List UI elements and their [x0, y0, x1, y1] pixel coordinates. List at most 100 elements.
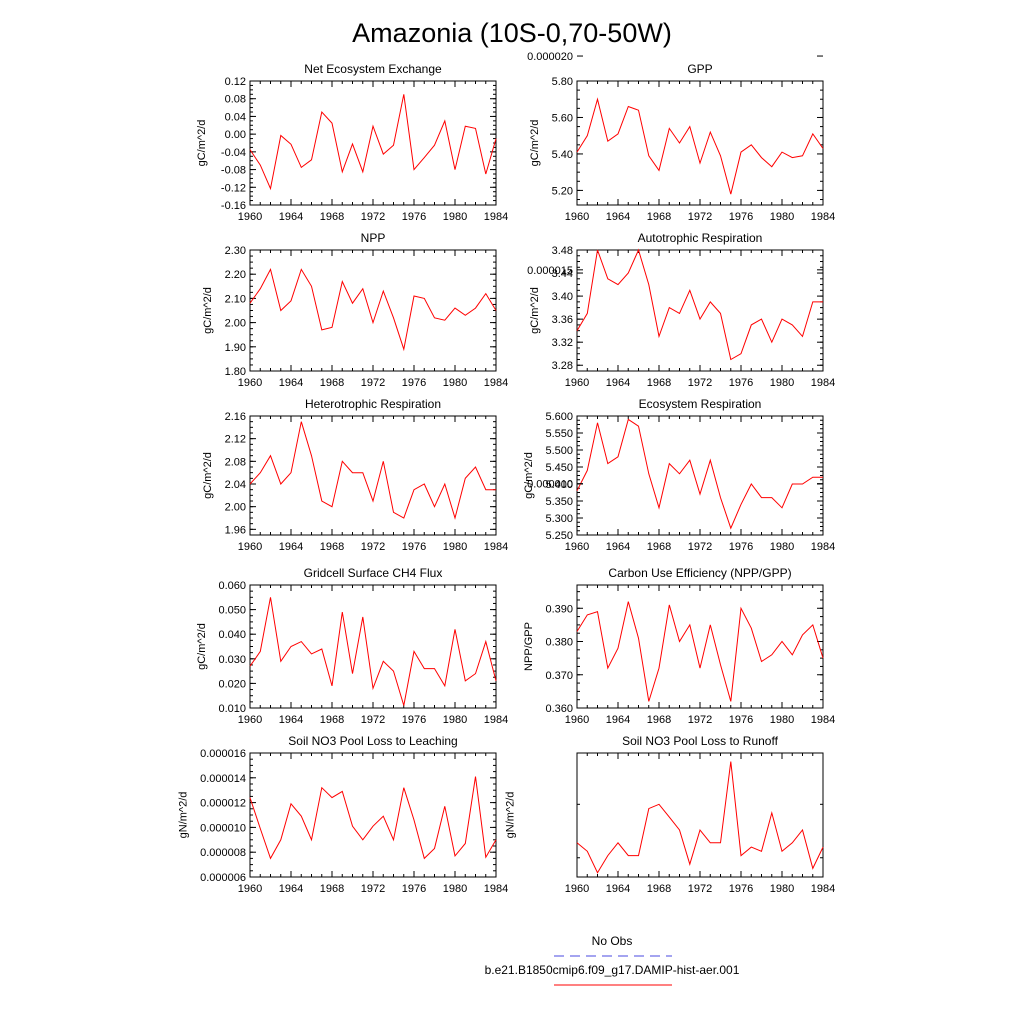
panel-1: Net Ecosystem Exchange 1960 1964 1968 1972 19…	[196, 62, 508, 223]
x-tick-label: 1976	[402, 377, 426, 389]
y-tick-label: 5.300	[545, 513, 573, 525]
y-tick-label: 5.350	[545, 496, 573, 508]
y-tick-label: 3.32	[552, 337, 573, 349]
y-tick-label: 5.450	[545, 462, 573, 474]
x-tick-label: 1964	[279, 377, 303, 389]
x-tick-label: 1976	[729, 541, 753, 553]
y-tick-label: 5.80	[552, 76, 573, 88]
panel-10: Soil NO3 Pool Loss to Runoff 1960 1964 1968…	[504, 51, 835, 895]
x-tick-label: 1984	[484, 377, 508, 389]
y-tick-label: 5.400	[545, 479, 573, 491]
series-line	[249, 597, 497, 706]
y-axis-label: gC/m^2/d	[196, 120, 208, 167]
x-tick-label: 1960	[238, 541, 262, 553]
series-line	[249, 268, 497, 352]
plot-frame	[576, 249, 824, 372]
x-tick-label: 1972	[688, 541, 712, 553]
y-axis-label: gC/m^2/d	[523, 452, 535, 499]
x-tick-label: 1960	[565, 377, 589, 389]
y-axis-label: gN/m^2/d	[504, 792, 516, 839]
x-tick-label: 1984	[811, 883, 835, 895]
y-tick-label: 2.12	[225, 434, 246, 446]
x-tick-label: 1980	[443, 541, 467, 553]
y-axis-label: gC/m^2/d	[529, 287, 541, 334]
x-tick-label: 1968	[320, 541, 344, 553]
y-axis-label: gC/m^2/d	[529, 120, 541, 167]
x-tick-label: 1968	[647, 541, 671, 553]
x-tick-label: 1976	[729, 714, 753, 726]
x-tick-label: 1972	[361, 883, 385, 895]
x-tick-label: 1960	[238, 211, 262, 223]
y-tick-label: 0.12	[225, 76, 246, 88]
series-line	[576, 97, 824, 195]
y-tick-label: 0.000006	[200, 872, 246, 884]
panel-title: Soil NO3 Pool Loss to Runoff	[622, 734, 779, 748]
x-tick-label: 1984	[484, 541, 508, 553]
y-tick-label: 0.000020	[527, 51, 573, 63]
x-tick-label: 1972	[688, 883, 712, 895]
panel-3: NPP 1960 1964 1968 1972 1976 1980 1984 1.80 1.90 2…	[202, 231, 508, 389]
x-tick-label: 1972	[361, 714, 385, 726]
y-tick-label: 0.04	[225, 111, 246, 123]
y-tick-label: 0.000010	[200, 822, 246, 834]
y-tick-label: 1.96	[225, 524, 246, 536]
x-tick-label: 1960	[565, 541, 589, 553]
x-tick-label: 1984	[484, 714, 508, 726]
y-tick-label: 3.44	[552, 268, 573, 280]
y-tick-label: 0.00	[225, 129, 246, 141]
x-tick-label: 1968	[647, 377, 671, 389]
panel-title: Soil NO3 Pool Loss to Leaching	[288, 734, 457, 748]
y-tick-label: 2.10	[225, 293, 246, 305]
y-tick-label: 0.060	[218, 580, 246, 592]
x-tick-label: 1984	[484, 883, 508, 895]
x-tick-label: 1976	[729, 211, 753, 223]
y-tick-label: 5.250	[545, 530, 573, 542]
y-tick-label: 2.08	[225, 456, 246, 468]
x-tick-label: 1972	[688, 714, 712, 726]
y-tick-label: 2.00	[225, 318, 246, 330]
x-tick-label: 1980	[443, 714, 467, 726]
x-tick-label: 1964	[606, 714, 630, 726]
x-tick-label: 1960	[238, 377, 262, 389]
y-tick-label: 3.48	[552, 245, 573, 257]
y-tick-label: -0.16	[221, 200, 246, 212]
x-tick-label: 1964	[606, 541, 630, 553]
plot-frame	[249, 752, 497, 878]
plot-frame	[249, 80, 497, 206]
x-tick-label: 1984	[811, 377, 835, 389]
x-tick-label: 1968	[647, 883, 671, 895]
x-tick-label: 1976	[729, 377, 753, 389]
x-tick-label: 1972	[361, 211, 385, 223]
x-tick-label: 1960	[565, 714, 589, 726]
y-tick-label: 5.20	[552, 185, 573, 197]
x-tick-label: 1960	[565, 883, 589, 895]
x-tick-label: 1984	[484, 211, 508, 223]
y-tick-label: 3.36	[552, 314, 573, 326]
x-tick-label: 1980	[770, 211, 794, 223]
y-axis-label: gC/m^2/d	[196, 623, 208, 670]
x-tick-label: 1968	[647, 211, 671, 223]
series-line	[249, 421, 496, 520]
x-tick-label: 1984	[811, 211, 835, 223]
y-tick-label: 0.000014	[200, 773, 246, 785]
x-tick-label: 1980	[770, 377, 794, 389]
x-tick-label: 1960	[565, 211, 589, 223]
y-tick-label: 5.40	[552, 149, 573, 161]
y-tick-label: 2.04	[225, 479, 246, 491]
panel-8: Carbon Use Efficiency (NPP/GPP) 1960 1964 1…	[523, 566, 835, 726]
x-tick-label: 1984	[811, 714, 835, 726]
y-tick-label: 3.28	[552, 360, 573, 372]
x-tick-label: 1968	[320, 883, 344, 895]
y-tick-label: 1.80	[225, 366, 246, 378]
y-tick-label: 0.380	[545, 637, 573, 649]
panel-7: Gridcell Surface CH4 Flux 1960 1964 1968 197…	[196, 566, 508, 726]
x-tick-label: 1964	[279, 211, 303, 223]
panel-title: Heterotrophic Respiration	[305, 397, 441, 411]
y-tick-label: 5.550	[545, 428, 573, 440]
y-tick-label: 0.000010	[527, 479, 573, 491]
x-tick-label: 1980	[770, 541, 794, 553]
x-tick-label: 1968	[320, 377, 344, 389]
panel-title: Gridcell Surface CH4 Flux	[304, 566, 443, 580]
x-tick-label: 1972	[361, 377, 385, 389]
